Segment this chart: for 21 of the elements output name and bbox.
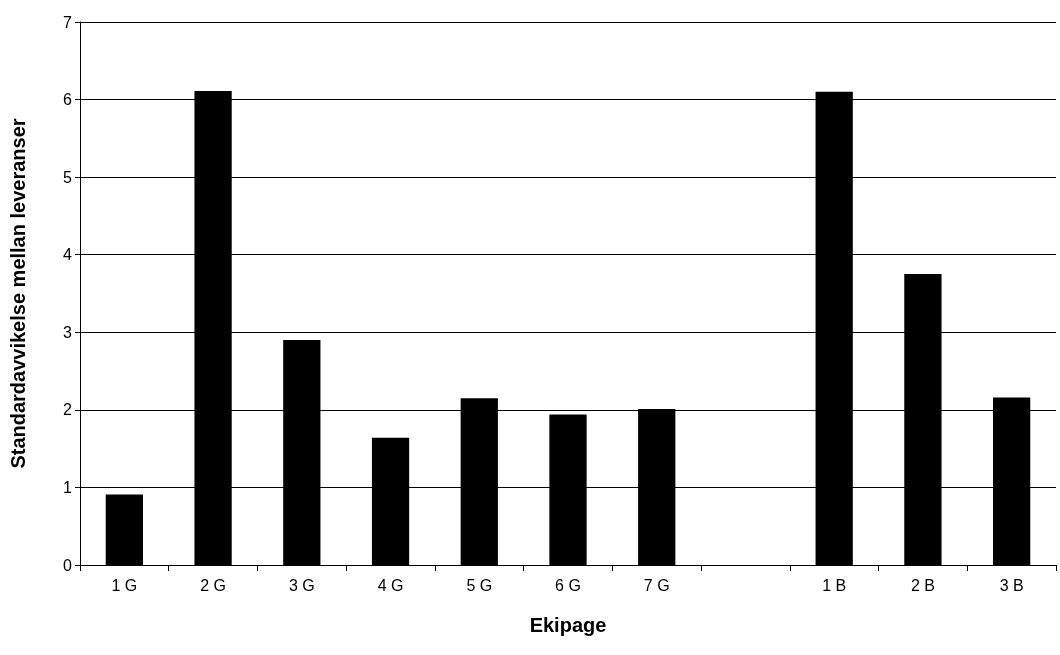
x-tick-label: 7 G [643,576,670,594]
y-tick-label: 3 [63,323,73,341]
x-axis-title: Ekipage [529,614,607,636]
y-tick-label: 4 [63,246,73,264]
x-tick-label: 6 G [555,576,581,594]
y-tick-label: 7 [63,13,73,31]
y-tick-label: 5 [63,168,73,186]
y-tick-label: 0 [63,556,73,574]
x-tick-label: 3 G [288,576,315,594]
y-tick-label: 1 [63,478,73,496]
x-tick-label: 4 G [377,576,404,594]
x-tick-label: 2 B [910,576,935,594]
x-tick-label: 2 G [200,576,226,594]
x-tick-label: 3 B [999,576,1024,594]
y-tick-label: 2 [63,401,73,419]
y-tick-label: 6 [63,91,73,109]
x-tick-label: 1 G [111,576,138,594]
bar [105,494,143,565]
y-axis-title: Standardavvikelse mellan leveranser [7,118,29,469]
x-tick-label: 5 G [466,576,493,594]
x-tick-label: 1 B [822,576,847,594]
